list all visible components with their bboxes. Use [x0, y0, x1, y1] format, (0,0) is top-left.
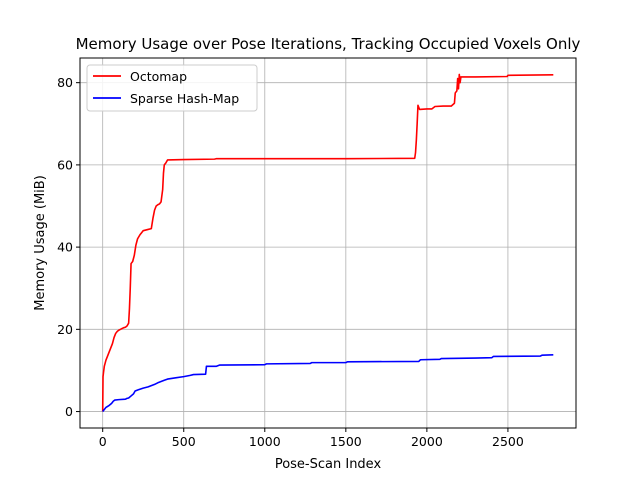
x-tick-label-4: 2000: [411, 434, 443, 449]
y-tick-label-1: 20: [57, 322, 73, 337]
x-tick-label-2: 1000: [249, 434, 281, 449]
y-axis-ticks: 0 20 40 60 80: [57, 75, 80, 419]
x-tick-label-5: 2500: [492, 434, 524, 449]
y-tick-label-4: 80: [57, 75, 73, 90]
y-axis-label: Memory Usage (MiB): [33, 175, 48, 311]
x-tick-label-0: 0: [99, 434, 107, 449]
y-tick-label-0: 0: [65, 404, 73, 419]
y-tick-label-3: 60: [57, 157, 73, 172]
grid-lines: [80, 58, 576, 428]
chart-title: Memory Usage over Pose Iterations, Track…: [76, 35, 581, 53]
plot-frame: [79, 57, 577, 429]
legend-box: [86, 64, 258, 112]
series-line-octomap: [101, 73, 554, 412]
legend-label-sparse-hash-map: Sparse Hash-Map: [130, 91, 239, 106]
legend-label-octomap: Octomap: [130, 69, 187, 84]
x-tick-label-1: 500: [172, 434, 196, 449]
x-axis-ticks: 0 500 1000 1500 2000 2500: [99, 428, 524, 449]
x-tick-label-3: 1500: [330, 434, 362, 449]
x-axis-label: Pose-Scan Index: [275, 457, 382, 472]
legend: Octomap Sparse Hash-Map: [86, 64, 258, 112]
series-layer: [101, 73, 554, 413]
y-tick-label-2: 40: [57, 240, 73, 255]
series-line-sparse-hash-map: [102, 354, 554, 413]
